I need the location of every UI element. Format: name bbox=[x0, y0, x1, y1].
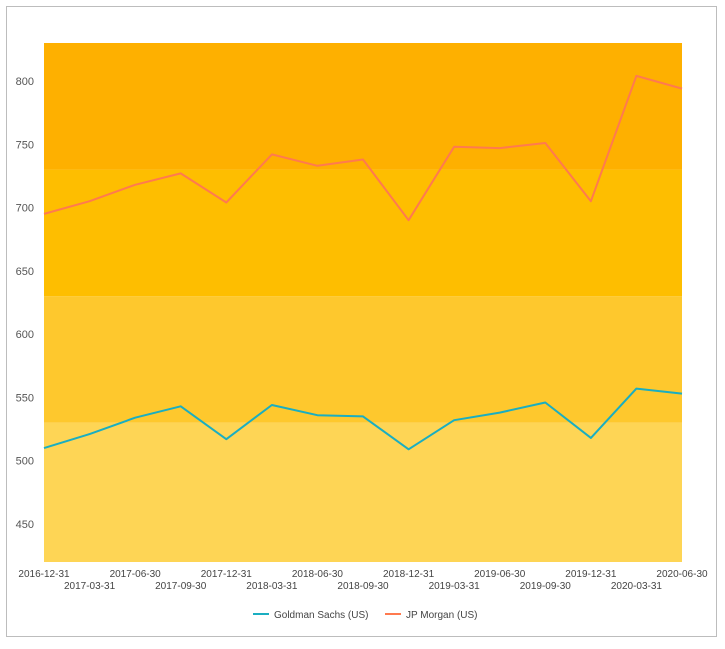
y-tick-label: 650 bbox=[16, 266, 34, 278]
series-line-0 bbox=[43, 387, 683, 451]
x-tick-label: 2016-12-31 bbox=[18, 569, 70, 580]
x-tick-label: 2018-03-31 bbox=[246, 581, 298, 592]
x-tick-label: 2019-03-31 bbox=[429, 581, 481, 592]
y-tick-label: 600 bbox=[16, 329, 34, 341]
y-tick-label: 700 bbox=[16, 203, 34, 215]
plot-band-1 bbox=[44, 296, 682, 423]
x-tick-label: 2017-09-30 bbox=[155, 581, 207, 592]
x-tick-label: 2018-09-30 bbox=[337, 581, 389, 592]
series-lines bbox=[43, 74, 683, 451]
x-axis: 2016-12-312017-03-312017-06-302017-09-30… bbox=[18, 569, 708, 592]
x-tick-label: 2017-03-31 bbox=[64, 581, 116, 592]
x-tick-label: 2019-12-31 bbox=[565, 569, 617, 580]
plot-band-0 bbox=[44, 422, 682, 562]
x-tick-label: 2017-06-30 bbox=[110, 569, 162, 580]
y-tick-label: 800 bbox=[16, 76, 34, 88]
y-tick-label: 750 bbox=[16, 139, 34, 151]
plot-band-3 bbox=[44, 43, 682, 170]
legend: Goldman Sachs (US) JP Morgan (US) bbox=[253, 610, 478, 621]
x-tick-label: 2019-06-30 bbox=[474, 569, 526, 580]
x-tick-label: 2019-09-30 bbox=[520, 581, 572, 592]
plot-band-2 bbox=[44, 169, 682, 297]
series-line-1 bbox=[43, 74, 683, 222]
x-tick-label: 2020-03-31 bbox=[611, 581, 663, 592]
x-tick-label: 2017-12-31 bbox=[201, 569, 253, 580]
y-tick-label: 450 bbox=[16, 519, 34, 531]
y-tick-label: 550 bbox=[16, 392, 34, 404]
x-tick-label: 2020-06-30 bbox=[656, 569, 708, 580]
y-axis: 450 500 550 600 650 700 750 800 bbox=[16, 76, 34, 531]
legend-label-0: Goldman Sachs (US) bbox=[274, 610, 368, 621]
plot-bands bbox=[44, 43, 682, 562]
x-tick-label: 2018-12-31 bbox=[383, 569, 435, 580]
legend-label-1: JP Morgan (US) bbox=[406, 610, 478, 621]
y-tick-label: 500 bbox=[16, 456, 34, 468]
x-tick-label: 2018-06-30 bbox=[292, 569, 344, 580]
